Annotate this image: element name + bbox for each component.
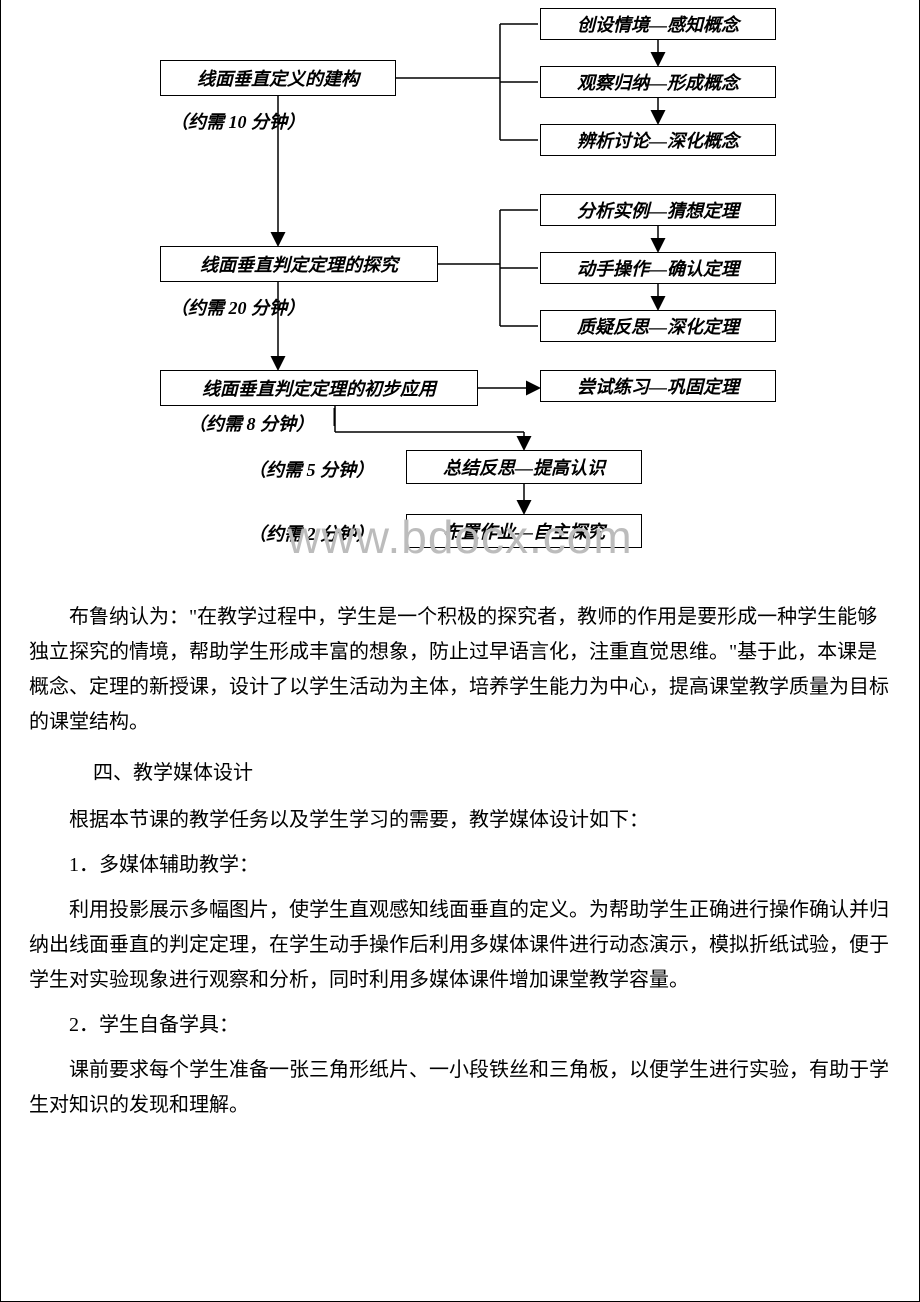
box-r3: 辨析讨论—深化概念: [540, 124, 776, 156]
box-r1: 创设情境—感知概念: [540, 8, 776, 40]
paragraph-1: 布鲁纳认为："在教学过程中，学生是一个积极的探究者，教师的作用是要形成一种学生能…: [29, 600, 891, 740]
time-l3: （约需 8 分钟）: [188, 410, 314, 436]
paragraph-6: 课前要求每个学生准备一张三角形纸片、一小段铁丝和三角板，以便学生进行实验，有助于…: [29, 1053, 891, 1123]
box-l1: 线面垂直定义的建构: [160, 60, 396, 96]
box-r7: 尝试练习—巩固定理: [540, 370, 776, 402]
box-r4: 分析实例—猜想定理: [540, 194, 776, 226]
time-l1: （约需 10 分钟）: [170, 108, 305, 134]
box-b2: 布置作业—自主探究: [406, 514, 642, 548]
box-l3: 线面垂直判定定理的初步应用: [160, 370, 478, 406]
time-b2: （约需 2 分钟）: [248, 520, 374, 546]
flowchart: 创设情境—感知概念 观察归纳—形成概念 辨析讨论—深化概念 分析实例—猜想定理 …: [110, 0, 810, 570]
paragraph-4: 利用投影展示多幅图片，使学生直观感知线面垂直的定义。为帮助学生正确进行操作确认并…: [29, 893, 891, 998]
box-b1: 总结反思—提高认识: [406, 450, 642, 484]
document-page: 创设情境—感知概念 观察归纳—形成概念 辨析讨论—深化概念 分析实例—猜想定理 …: [0, 0, 920, 1302]
box-l2: 线面垂直判定定理的探究: [160, 246, 438, 282]
body-text: 布鲁纳认为："在教学过程中，学生是一个积极的探究者，教师的作用是要形成一种学生能…: [29, 600, 891, 1123]
paragraph-5: 2．学生自备学具：: [29, 1008, 891, 1043]
section-heading-4: 四、教学媒体设计: [29, 756, 891, 791]
time-b1: （约需 5 分钟）: [248, 456, 374, 482]
box-r2: 观察归纳—形成概念: [540, 66, 776, 98]
paragraph-2: 根据本节课的教学任务以及学生学习的需要，教学媒体设计如下：: [29, 803, 891, 838]
paragraph-3: 1．多媒体辅助教学：: [29, 848, 891, 883]
time-l2: （约需 20 分钟）: [170, 294, 305, 320]
box-r5: 动手操作—确认定理: [540, 252, 776, 284]
box-r6: 质疑反思—深化定理: [540, 310, 776, 342]
